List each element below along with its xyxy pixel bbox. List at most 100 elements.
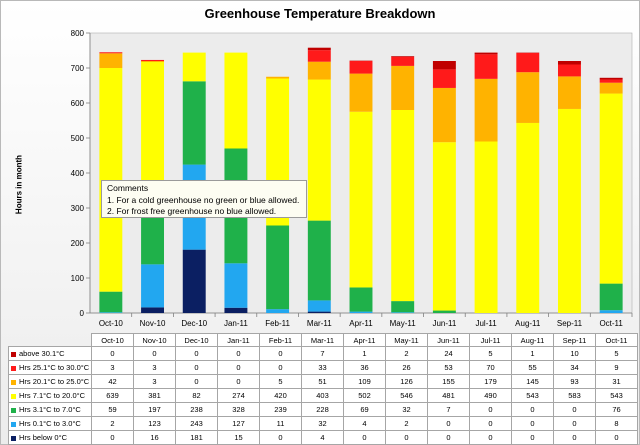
table-corner bbox=[8, 333, 92, 347]
legend-label: Hrs 3.1°C to 7.0°C bbox=[19, 405, 81, 414]
x-tick-label: Apr-11 bbox=[349, 319, 373, 328]
bar-segment bbox=[599, 77, 623, 80]
legend-swatch bbox=[11, 407, 16, 413]
table-cell: 420 bbox=[259, 388, 302, 403]
table-cell: 31 bbox=[595, 374, 638, 389]
table-cell: 543 bbox=[595, 388, 638, 403]
table-column-header: Dec-10 bbox=[175, 333, 218, 347]
table-cell: 490 bbox=[469, 388, 512, 403]
bar-segment bbox=[99, 52, 123, 54]
x-tick-label: Feb-11 bbox=[265, 319, 290, 328]
chart-title: Greenhouse Temperature Breakdown bbox=[204, 6, 436, 21]
table-row: Hrs below 0°C 0 16 181 15 0 4 0 0 0 0 0 0 0 bbox=[8, 430, 638, 445]
bar-segment bbox=[141, 61, 165, 63]
comments-line-2: 2. For frost free greenhouse no blue all… bbox=[107, 206, 277, 216]
table-column-header: Sep-11 bbox=[553, 333, 596, 347]
table-cell: 0 bbox=[427, 416, 470, 431]
table-cell: 1 bbox=[343, 346, 386, 361]
table-cell: 1 bbox=[511, 346, 554, 361]
bar-segment bbox=[391, 56, 415, 66]
bar-segment bbox=[474, 52, 498, 55]
bar-segment bbox=[182, 249, 206, 313]
table-cell: 3 bbox=[133, 360, 176, 375]
table-column-header: May-11 bbox=[385, 333, 428, 347]
table-cell: 4 bbox=[343, 416, 386, 431]
table-cell: 2 bbox=[385, 346, 428, 361]
table-cell: 9 bbox=[595, 360, 638, 375]
table-cell: 82 bbox=[175, 388, 218, 403]
bar-segment bbox=[224, 263, 248, 308]
bar-segment bbox=[391, 110, 415, 302]
bar-segment bbox=[391, 65, 415, 110]
bar-segment bbox=[391, 301, 415, 313]
table-cell: 3 bbox=[91, 360, 134, 375]
table-cell: 238 bbox=[175, 402, 218, 417]
bar-segment bbox=[516, 122, 540, 313]
legend-swatch bbox=[11, 421, 16, 427]
bar-segment bbox=[474, 141, 498, 313]
table-cell: 33 bbox=[301, 360, 344, 375]
table-row: above 30.1°C 0 0 0 0 0 7 1 2 24 5 1 10 5 bbox=[8, 346, 638, 361]
bar-segment bbox=[99, 291, 123, 313]
table-cell: 0 bbox=[217, 360, 260, 375]
table-cell: 53 bbox=[427, 360, 470, 375]
table-cell: 2 bbox=[91, 416, 134, 431]
bar-segment bbox=[432, 87, 456, 143]
table-cell: 15 bbox=[217, 430, 260, 445]
table-cell: 0 bbox=[469, 430, 512, 445]
table-row: Hrs 7.1°C to 20.0°C 639 381 82 274 420 403 502 5… bbox=[8, 388, 638, 403]
table-row: Hrs 3.1°C to 7.0°C 59 197 238 328 239 228 69 32 7… bbox=[8, 402, 638, 417]
y-tick-label: 300 bbox=[71, 204, 85, 213]
table-cell: 179 bbox=[469, 374, 512, 389]
table-cell: 0 bbox=[259, 430, 302, 445]
x-tick-label: May-11 bbox=[390, 319, 417, 328]
y-tick-label: 500 bbox=[71, 134, 85, 143]
bar-segment bbox=[307, 79, 331, 221]
table-column-header: Jan-11 bbox=[217, 333, 260, 347]
table-cell: 145 bbox=[511, 374, 554, 389]
legend-swatch bbox=[11, 393, 16, 399]
table-column-header: Mar-11 bbox=[301, 333, 344, 347]
bar-segment bbox=[224, 52, 248, 149]
table-cell: 36 bbox=[343, 360, 386, 375]
table-row: Hrs 0.1°C to 3.0°C 2 123 243 127 11 32 4 2 0 0 0 0 8 bbox=[8, 416, 638, 431]
table-cell: 239 bbox=[259, 402, 302, 417]
table-column-header: Oct-11 bbox=[595, 333, 638, 347]
table-cell: 123 bbox=[133, 416, 176, 431]
table-column-header: Jul-11 bbox=[469, 333, 512, 347]
y-tick-label: 100 bbox=[71, 274, 85, 283]
table-cell: 0 bbox=[553, 430, 596, 445]
table-cell: 4 bbox=[301, 430, 344, 445]
bar-segment bbox=[349, 111, 373, 288]
bar-segment bbox=[307, 220, 331, 301]
table-cell: 24 bbox=[427, 346, 470, 361]
table-cell: 109 bbox=[343, 374, 386, 389]
table-cell: 0 bbox=[511, 416, 554, 431]
bar-segment bbox=[432, 142, 456, 311]
bar-segment bbox=[141, 59, 165, 61]
table-cell: 16 bbox=[133, 430, 176, 445]
table-cell: 243 bbox=[175, 416, 218, 431]
table-cell: 32 bbox=[301, 416, 344, 431]
table-cell: 7 bbox=[427, 402, 470, 417]
table-cell: 5 bbox=[469, 346, 512, 361]
bar-segment bbox=[224, 307, 248, 313]
table-column-header: Feb-11 bbox=[259, 333, 302, 347]
bar-segment bbox=[307, 300, 331, 312]
x-tick-label: Mar-11 bbox=[307, 319, 332, 328]
legend-entry: Hrs 7.1°C to 20.0°C bbox=[8, 388, 92, 403]
table-cell: 126 bbox=[385, 374, 428, 389]
table-cell: 543 bbox=[511, 388, 554, 403]
bar-segment bbox=[516, 72, 540, 123]
table-cell: 59 bbox=[91, 402, 134, 417]
bar-segment bbox=[307, 61, 331, 80]
y-tick-label: 600 bbox=[71, 99, 85, 108]
table-cell: 0 bbox=[427, 430, 470, 445]
x-tick-label: Jun-11 bbox=[432, 319, 456, 328]
comments-box: Comments 1. For a cold greenhouse no gre… bbox=[101, 180, 307, 218]
table-cell: 0 bbox=[343, 430, 386, 445]
bar-segment bbox=[141, 62, 165, 196]
table-cell: 0 bbox=[91, 346, 134, 361]
legend-swatch bbox=[11, 365, 16, 371]
bar-chart: 0 100 200 300 400 500 600 700 800 Oct-10 Nov-10 Dec… bbox=[71, 29, 633, 328]
